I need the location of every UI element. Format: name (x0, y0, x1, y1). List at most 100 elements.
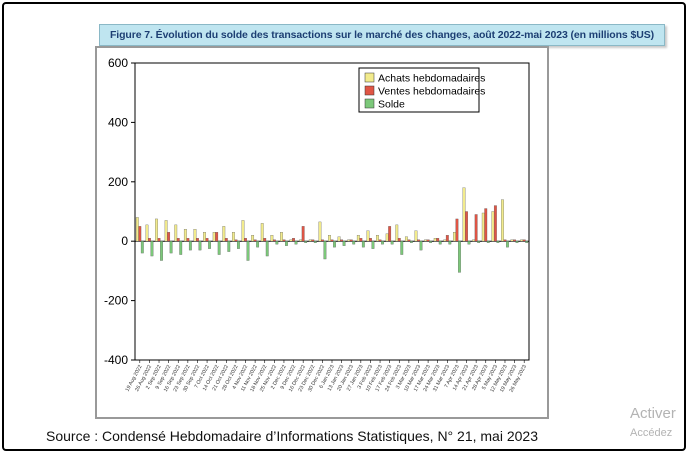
ventes-bar (263, 238, 267, 242)
solde-bar (160, 241, 163, 261)
achats-bar (164, 220, 168, 242)
achats-bar (356, 235, 360, 242)
ventes-bar (215, 232, 219, 242)
achats-bar (280, 232, 283, 242)
achats-bar (347, 239, 351, 242)
ventes-bar (455, 218, 459, 242)
y-tick-label: -200 (104, 294, 128, 308)
ventes-bar (493, 205, 497, 242)
achats-bar (491, 211, 495, 242)
solde-bar (169, 241, 173, 254)
solde-bar (409, 241, 413, 243)
ventes-bar (474, 214, 478, 242)
legend-swatch (364, 98, 375, 109)
solde-bar (371, 241, 375, 249)
source-caption: Source : Condensé Hebdomadaire d’Informa… (46, 428, 538, 444)
achats-bar (337, 236, 341, 242)
solde-bar (486, 241, 490, 243)
chart-panel: 600 400 200 0 -200 -400 19 Aug 2022 26 Aug 2022… (95, 46, 549, 419)
y-tick-label: 0 (121, 234, 128, 248)
ventes-bar (359, 238, 363, 242)
achats-bar (453, 232, 456, 242)
ventes-bar (320, 239, 324, 242)
ventes-bar (465, 211, 468, 242)
solde-bar (217, 241, 221, 255)
achats-bar (135, 217, 139, 242)
ventes-bar (388, 226, 392, 242)
solde-bar (198, 241, 202, 251)
solde-bar (352, 241, 356, 245)
ventes-bar (282, 239, 286, 242)
achats-bar (520, 239, 524, 242)
ventes-bar (436, 238, 440, 242)
achats-bar (481, 212, 485, 242)
legend-label: Solde (378, 99, 405, 111)
achats-bar (414, 230, 418, 242)
achats-bar (443, 239, 447, 242)
ventes-bar (272, 239, 276, 242)
achats-bar (462, 187, 466, 242)
ventes-bar (426, 239, 430, 242)
achats-bar (183, 229, 187, 242)
ventes-bar (205, 238, 209, 242)
solde-bar (208, 241, 211, 249)
figure-title: Figure 7. Évolution du solde des transac… (99, 24, 665, 46)
solde-bar (313, 241, 317, 243)
achats-bar (395, 224, 399, 242)
ventes-bar (340, 239, 344, 242)
ventes-bar (503, 239, 507, 242)
ventes-bar (484, 208, 488, 242)
legend-label: Achats hebdomadaires (378, 73, 485, 85)
solde-bar (323, 241, 327, 260)
activation-watermark-title: Activer (630, 405, 676, 422)
ventes-bar (224, 238, 228, 242)
ventes-bar (234, 239, 238, 242)
ventes-bar (369, 238, 372, 242)
solde-bar (419, 241, 423, 251)
ventes-bar (397, 238, 401, 242)
solde-bar (496, 241, 500, 243)
achats-bar (404, 236, 408, 242)
solde-bar (188, 241, 192, 251)
achats-bar (174, 224, 178, 242)
y-tick-label: 400 (108, 115, 128, 129)
ventes-bar (244, 238, 247, 242)
ventes-bar (522, 239, 526, 242)
solde-bar (429, 241, 433, 243)
solde-bar (150, 241, 154, 257)
achats-bar (193, 229, 197, 242)
achats-bar (366, 230, 370, 242)
ventes-bar (176, 238, 180, 242)
achats-bar (376, 235, 379, 242)
solde-bar (285, 241, 288, 246)
achats-bar (501, 199, 504, 242)
activation-watermark-subtitle: Accédez (630, 427, 673, 439)
ventes-bar (407, 239, 411, 242)
ventes-bar (301, 226, 305, 242)
solde-bar (381, 241, 384, 245)
solde-bar (525, 241, 529, 243)
solde-bar (515, 241, 519, 243)
solde-bar (304, 241, 308, 243)
solde-bar (400, 241, 404, 255)
solde-bar (333, 241, 336, 248)
achats-bar (241, 220, 245, 242)
solde-bar (275, 241, 279, 245)
solde-bar (256, 241, 260, 248)
solde-bar (236, 241, 240, 249)
solde-bar (438, 241, 442, 245)
solde-bar (294, 241, 298, 245)
ventes-bar (138, 226, 142, 242)
solde-bar (477, 241, 481, 243)
legend-label: Ventes hebdomadaires (378, 86, 485, 98)
ventes-bar (417, 239, 420, 242)
ventes-bar (253, 239, 257, 242)
ventes-bar (378, 239, 382, 242)
achats-bar (308, 239, 312, 242)
ventes-bar (196, 238, 199, 242)
achats-bar (145, 224, 149, 242)
achats-bar (385, 233, 389, 242)
achats-bar (433, 238, 437, 242)
achats-bar (299, 239, 303, 242)
